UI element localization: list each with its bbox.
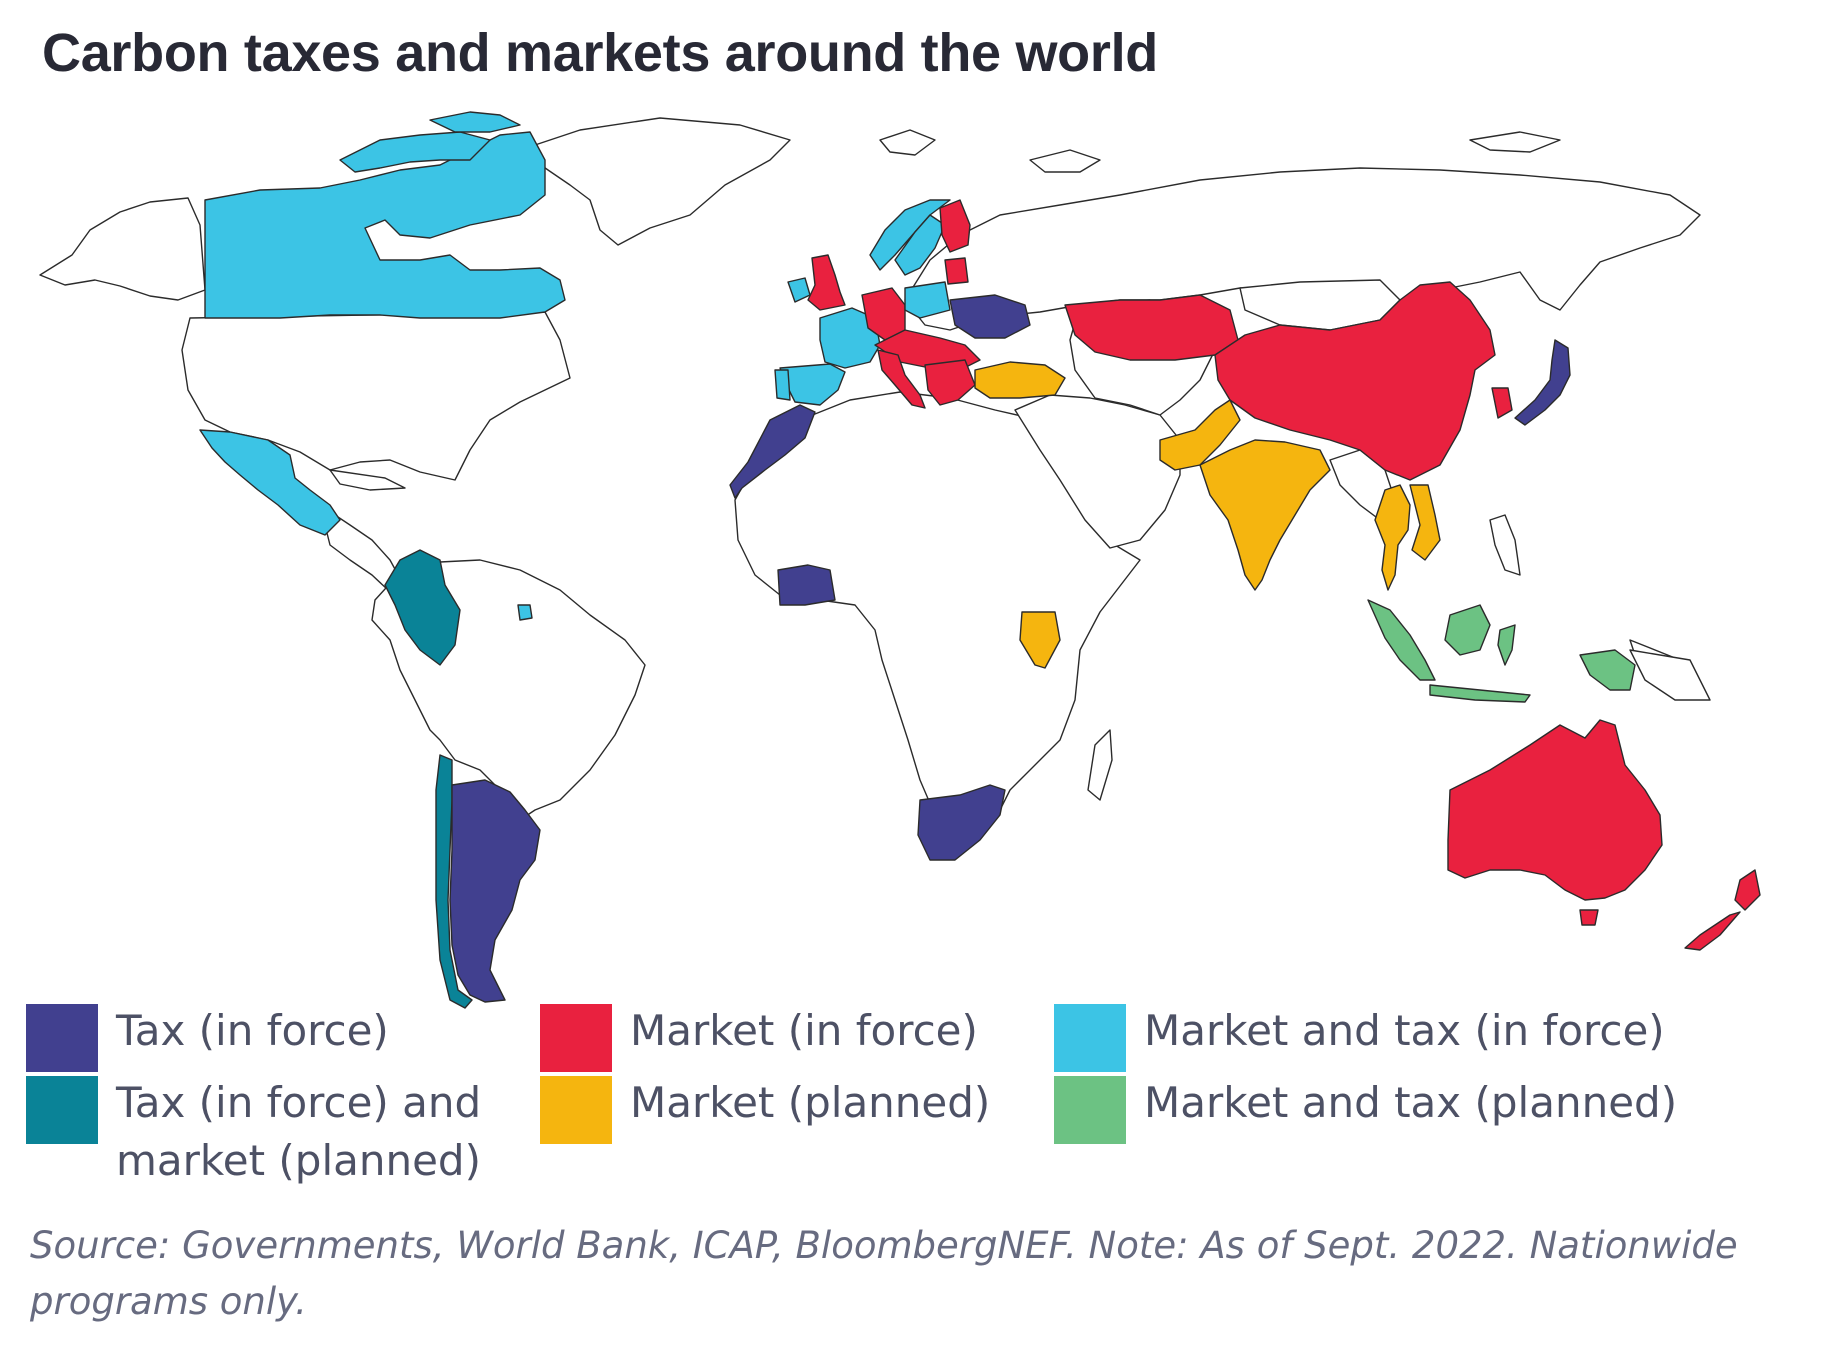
country-south-korea — [1491, 387, 1513, 419]
country-indonesia-papua — [1579, 649, 1636, 691]
country-canada-islands — [339, 131, 491, 173]
country-pakistan — [1159, 399, 1241, 471]
country-new-zealand-south — [1684, 911, 1741, 951]
country-italy — [877, 349, 926, 409]
country-argentina — [449, 779, 541, 1003]
country-france — [819, 307, 881, 369]
country-portugal — [774, 369, 791, 401]
country-australia — [1447, 719, 1663, 901]
country-china — [1214, 281, 1496, 481]
country-ukraine — [949, 294, 1031, 339]
country-mexico — [199, 429, 341, 536]
country-japan — [1514, 339, 1571, 426]
country-indonesia-sulawesi — [1497, 624, 1516, 666]
country-new-zealand-north — [1734, 869, 1761, 911]
country-australia-tasmania — [1579, 909, 1599, 926]
country-poland — [904, 281, 951, 319]
map-title: Carbon taxes and markets around the worl… — [42, 23, 1158, 83]
country-indonesia — [1367, 599, 1436, 681]
country-eu-central — [874, 329, 981, 371]
country-trinidad — [517, 604, 533, 621]
country-indonesia-borneo — [1444, 604, 1491, 656]
country-ireland — [787, 277, 811, 303]
country-baltics — [944, 257, 969, 285]
country-canada-island-2 — [429, 111, 521, 133]
country-indonesia-java — [1429, 684, 1531, 703]
country-cote-divoire — [777, 564, 836, 606]
country-uk — [807, 254, 846, 311]
country-vietnam — [1409, 484, 1441, 561]
country-south-africa — [917, 784, 1006, 861]
country-morocco — [729, 404, 816, 499]
country-turkey — [974, 361, 1066, 399]
country-kenya — [1019, 611, 1061, 669]
colored-countries — [199, 111, 1761, 1009]
country-sweden — [894, 214, 946, 276]
country-thailand — [1374, 484, 1411, 591]
source-note: Source: Governments, World Bank, ICAP, B… — [30, 1224, 1738, 1323]
country-balkans — [924, 359, 976, 406]
country-finland — [939, 199, 971, 253]
country-colombia — [384, 549, 461, 666]
country-india — [1199, 439, 1331, 591]
